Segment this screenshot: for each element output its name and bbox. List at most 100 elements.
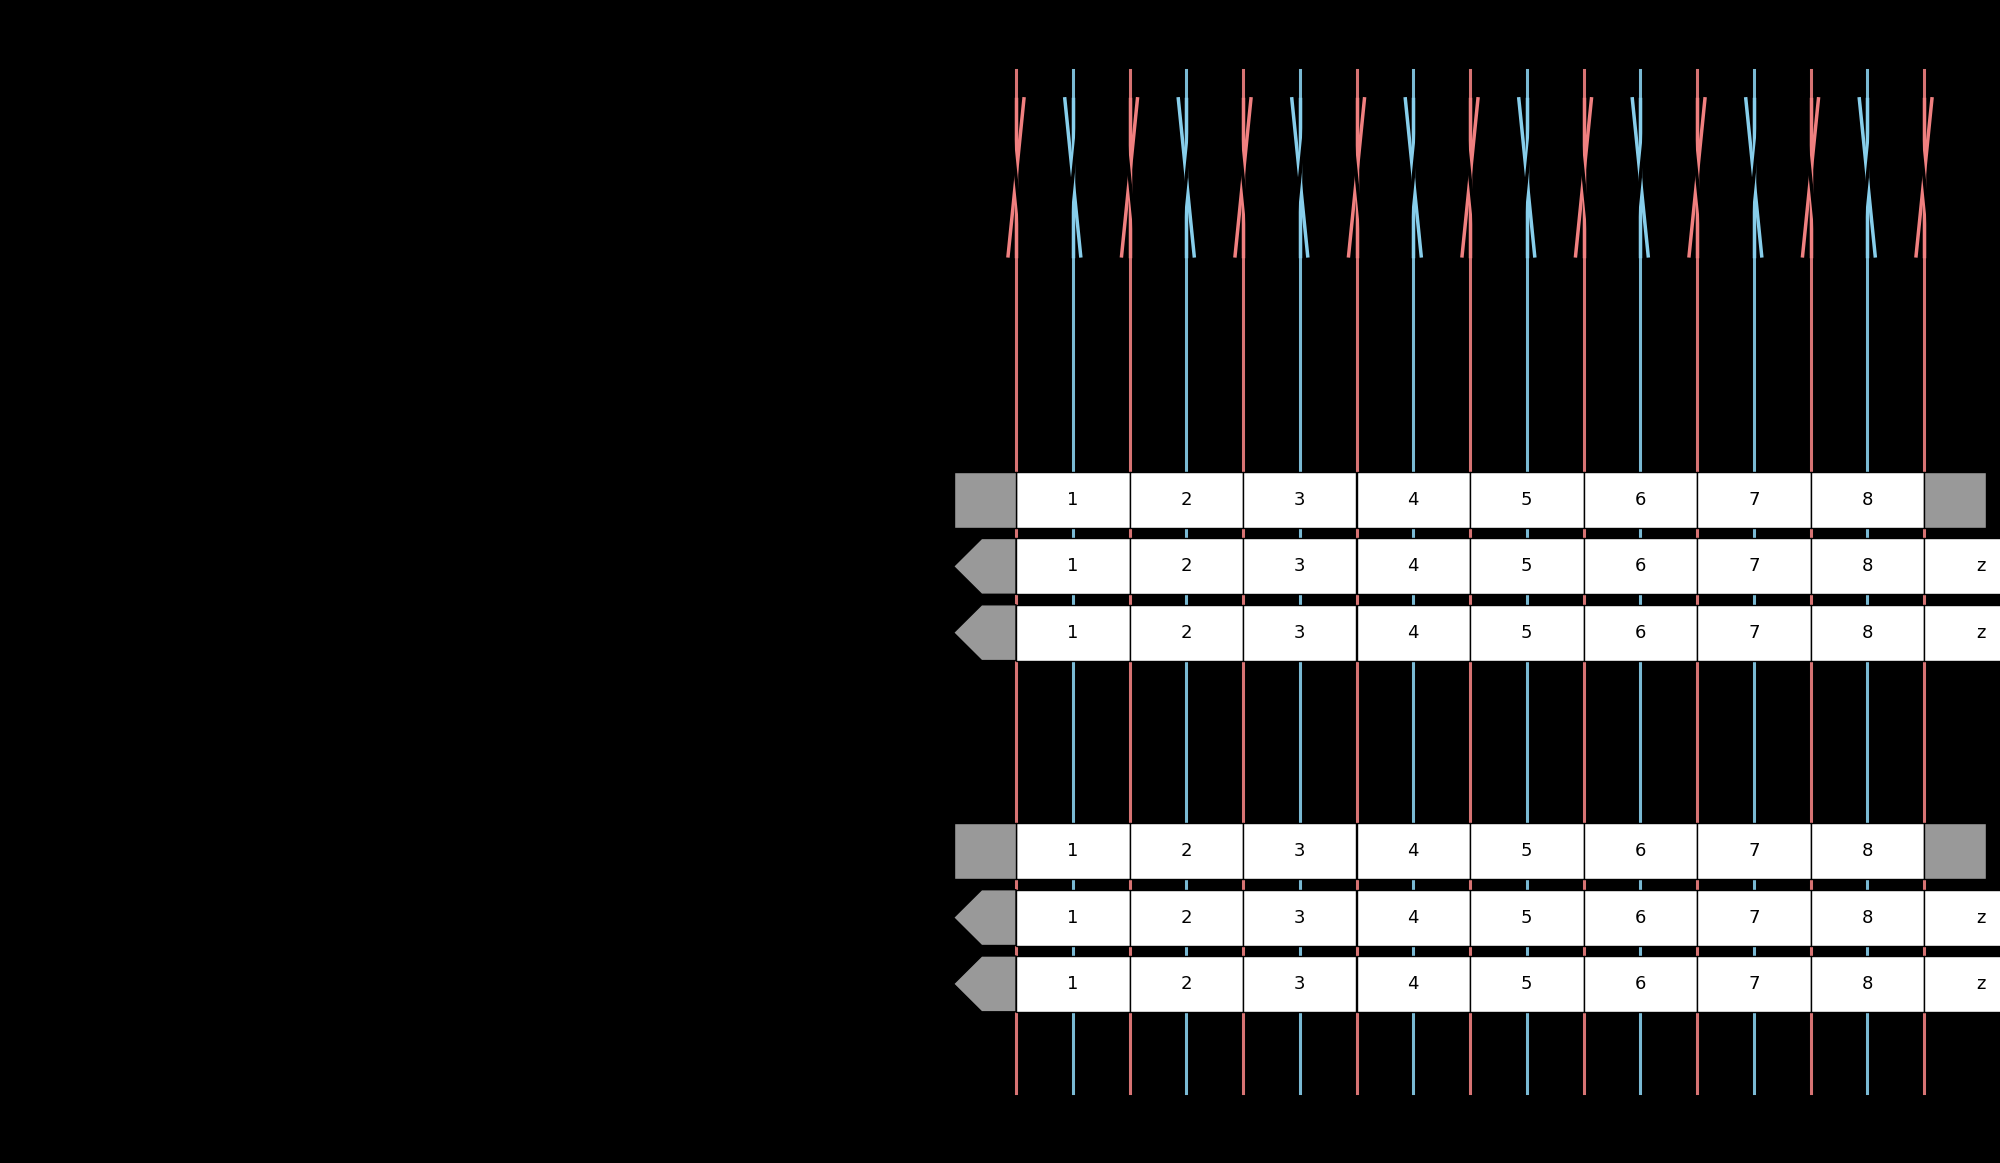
FancyBboxPatch shape <box>1242 823 1356 879</box>
FancyBboxPatch shape <box>1696 956 1810 1012</box>
FancyBboxPatch shape <box>954 472 1016 528</box>
FancyBboxPatch shape <box>1696 890 1810 946</box>
FancyBboxPatch shape <box>1696 605 1810 661</box>
Text: 7: 7 <box>1748 623 1760 642</box>
FancyBboxPatch shape <box>1470 472 1584 528</box>
FancyBboxPatch shape <box>1924 823 1986 879</box>
Polygon shape <box>954 538 1016 594</box>
Text: 6: 6 <box>1634 975 1646 993</box>
Text: 5: 5 <box>1522 491 1532 509</box>
FancyBboxPatch shape <box>1810 538 1924 594</box>
Text: 6: 6 <box>1634 623 1646 642</box>
FancyBboxPatch shape <box>1470 890 1584 946</box>
Text: 3: 3 <box>1294 557 1306 576</box>
Text: 4: 4 <box>1408 975 1420 993</box>
FancyBboxPatch shape <box>1810 956 1924 1012</box>
FancyBboxPatch shape <box>1924 472 1986 528</box>
Text: z: z <box>1976 908 1986 927</box>
Text: 1: 1 <box>1068 557 1078 576</box>
FancyBboxPatch shape <box>1356 538 1470 594</box>
FancyBboxPatch shape <box>1584 472 1696 528</box>
Text: 5: 5 <box>1522 623 1532 642</box>
FancyBboxPatch shape <box>1584 605 1696 661</box>
FancyBboxPatch shape <box>1470 538 1584 594</box>
FancyBboxPatch shape <box>1242 472 1356 528</box>
FancyBboxPatch shape <box>1810 472 1924 528</box>
Text: 3: 3 <box>1294 908 1306 927</box>
Text: 5: 5 <box>1522 557 1532 576</box>
FancyBboxPatch shape <box>1924 605 2000 661</box>
FancyBboxPatch shape <box>1470 956 1584 1012</box>
Text: z: z <box>1976 557 1986 576</box>
Text: 1: 1 <box>1068 842 1078 861</box>
Text: 6: 6 <box>1634 557 1646 576</box>
Text: 2: 2 <box>1180 623 1192 642</box>
Text: z: z <box>1976 975 1986 993</box>
FancyBboxPatch shape <box>1810 605 1924 661</box>
Text: 3: 3 <box>1294 623 1306 642</box>
FancyBboxPatch shape <box>1924 890 2000 946</box>
Text: 2: 2 <box>1180 491 1192 509</box>
FancyBboxPatch shape <box>1356 823 1470 879</box>
Text: 4: 4 <box>1408 842 1420 861</box>
FancyBboxPatch shape <box>1356 890 1470 946</box>
FancyBboxPatch shape <box>954 823 1016 879</box>
FancyBboxPatch shape <box>1696 538 1810 594</box>
Text: 2: 2 <box>1180 908 1192 927</box>
FancyBboxPatch shape <box>1924 538 2000 594</box>
FancyBboxPatch shape <box>1130 823 1242 879</box>
FancyBboxPatch shape <box>1696 823 1810 879</box>
Text: 8: 8 <box>1862 491 1872 509</box>
FancyBboxPatch shape <box>1016 890 1130 946</box>
Text: 2: 2 <box>1180 975 1192 993</box>
FancyBboxPatch shape <box>1016 956 1130 1012</box>
FancyBboxPatch shape <box>1242 605 1356 661</box>
Text: 6: 6 <box>1634 908 1646 927</box>
Text: 4: 4 <box>1408 491 1420 509</box>
Polygon shape <box>954 956 1016 1012</box>
FancyBboxPatch shape <box>1016 472 1130 528</box>
Text: 5: 5 <box>1522 842 1532 861</box>
Text: 2: 2 <box>1180 842 1192 861</box>
FancyBboxPatch shape <box>1810 890 1924 946</box>
Text: 6: 6 <box>1634 491 1646 509</box>
Text: 8: 8 <box>1862 557 1872 576</box>
Text: 8: 8 <box>1862 908 1872 927</box>
Text: z: z <box>1976 623 1986 642</box>
FancyBboxPatch shape <box>1130 605 1242 661</box>
FancyBboxPatch shape <box>1584 956 1696 1012</box>
Text: 8: 8 <box>1862 623 1872 642</box>
Text: 7: 7 <box>1748 491 1760 509</box>
Text: 3: 3 <box>1294 491 1306 509</box>
FancyBboxPatch shape <box>1130 472 1242 528</box>
Text: 1: 1 <box>1068 975 1078 993</box>
Text: 7: 7 <box>1748 557 1760 576</box>
FancyBboxPatch shape <box>1242 890 1356 946</box>
Text: 1: 1 <box>1068 908 1078 927</box>
Polygon shape <box>954 605 1016 661</box>
FancyBboxPatch shape <box>1242 956 1356 1012</box>
FancyBboxPatch shape <box>1810 823 1924 879</box>
FancyBboxPatch shape <box>1242 538 1356 594</box>
FancyBboxPatch shape <box>1016 538 1130 594</box>
FancyBboxPatch shape <box>1584 890 1696 946</box>
FancyBboxPatch shape <box>1356 956 1470 1012</box>
FancyBboxPatch shape <box>1470 605 1584 661</box>
Text: 5: 5 <box>1522 975 1532 993</box>
Text: 8: 8 <box>1862 842 1872 861</box>
Text: 1: 1 <box>1068 623 1078 642</box>
Text: 4: 4 <box>1408 557 1420 576</box>
FancyBboxPatch shape <box>1470 823 1584 879</box>
Text: 3: 3 <box>1294 975 1306 993</box>
Polygon shape <box>954 890 1016 946</box>
FancyBboxPatch shape <box>1584 823 1696 879</box>
Text: 4: 4 <box>1408 908 1420 927</box>
Text: 7: 7 <box>1748 908 1760 927</box>
Text: 3: 3 <box>1294 842 1306 861</box>
FancyBboxPatch shape <box>1016 605 1130 661</box>
Text: 4: 4 <box>1408 623 1420 642</box>
FancyBboxPatch shape <box>1356 605 1470 661</box>
Text: 1: 1 <box>1068 491 1078 509</box>
FancyBboxPatch shape <box>1696 472 1810 528</box>
FancyBboxPatch shape <box>1356 472 1470 528</box>
